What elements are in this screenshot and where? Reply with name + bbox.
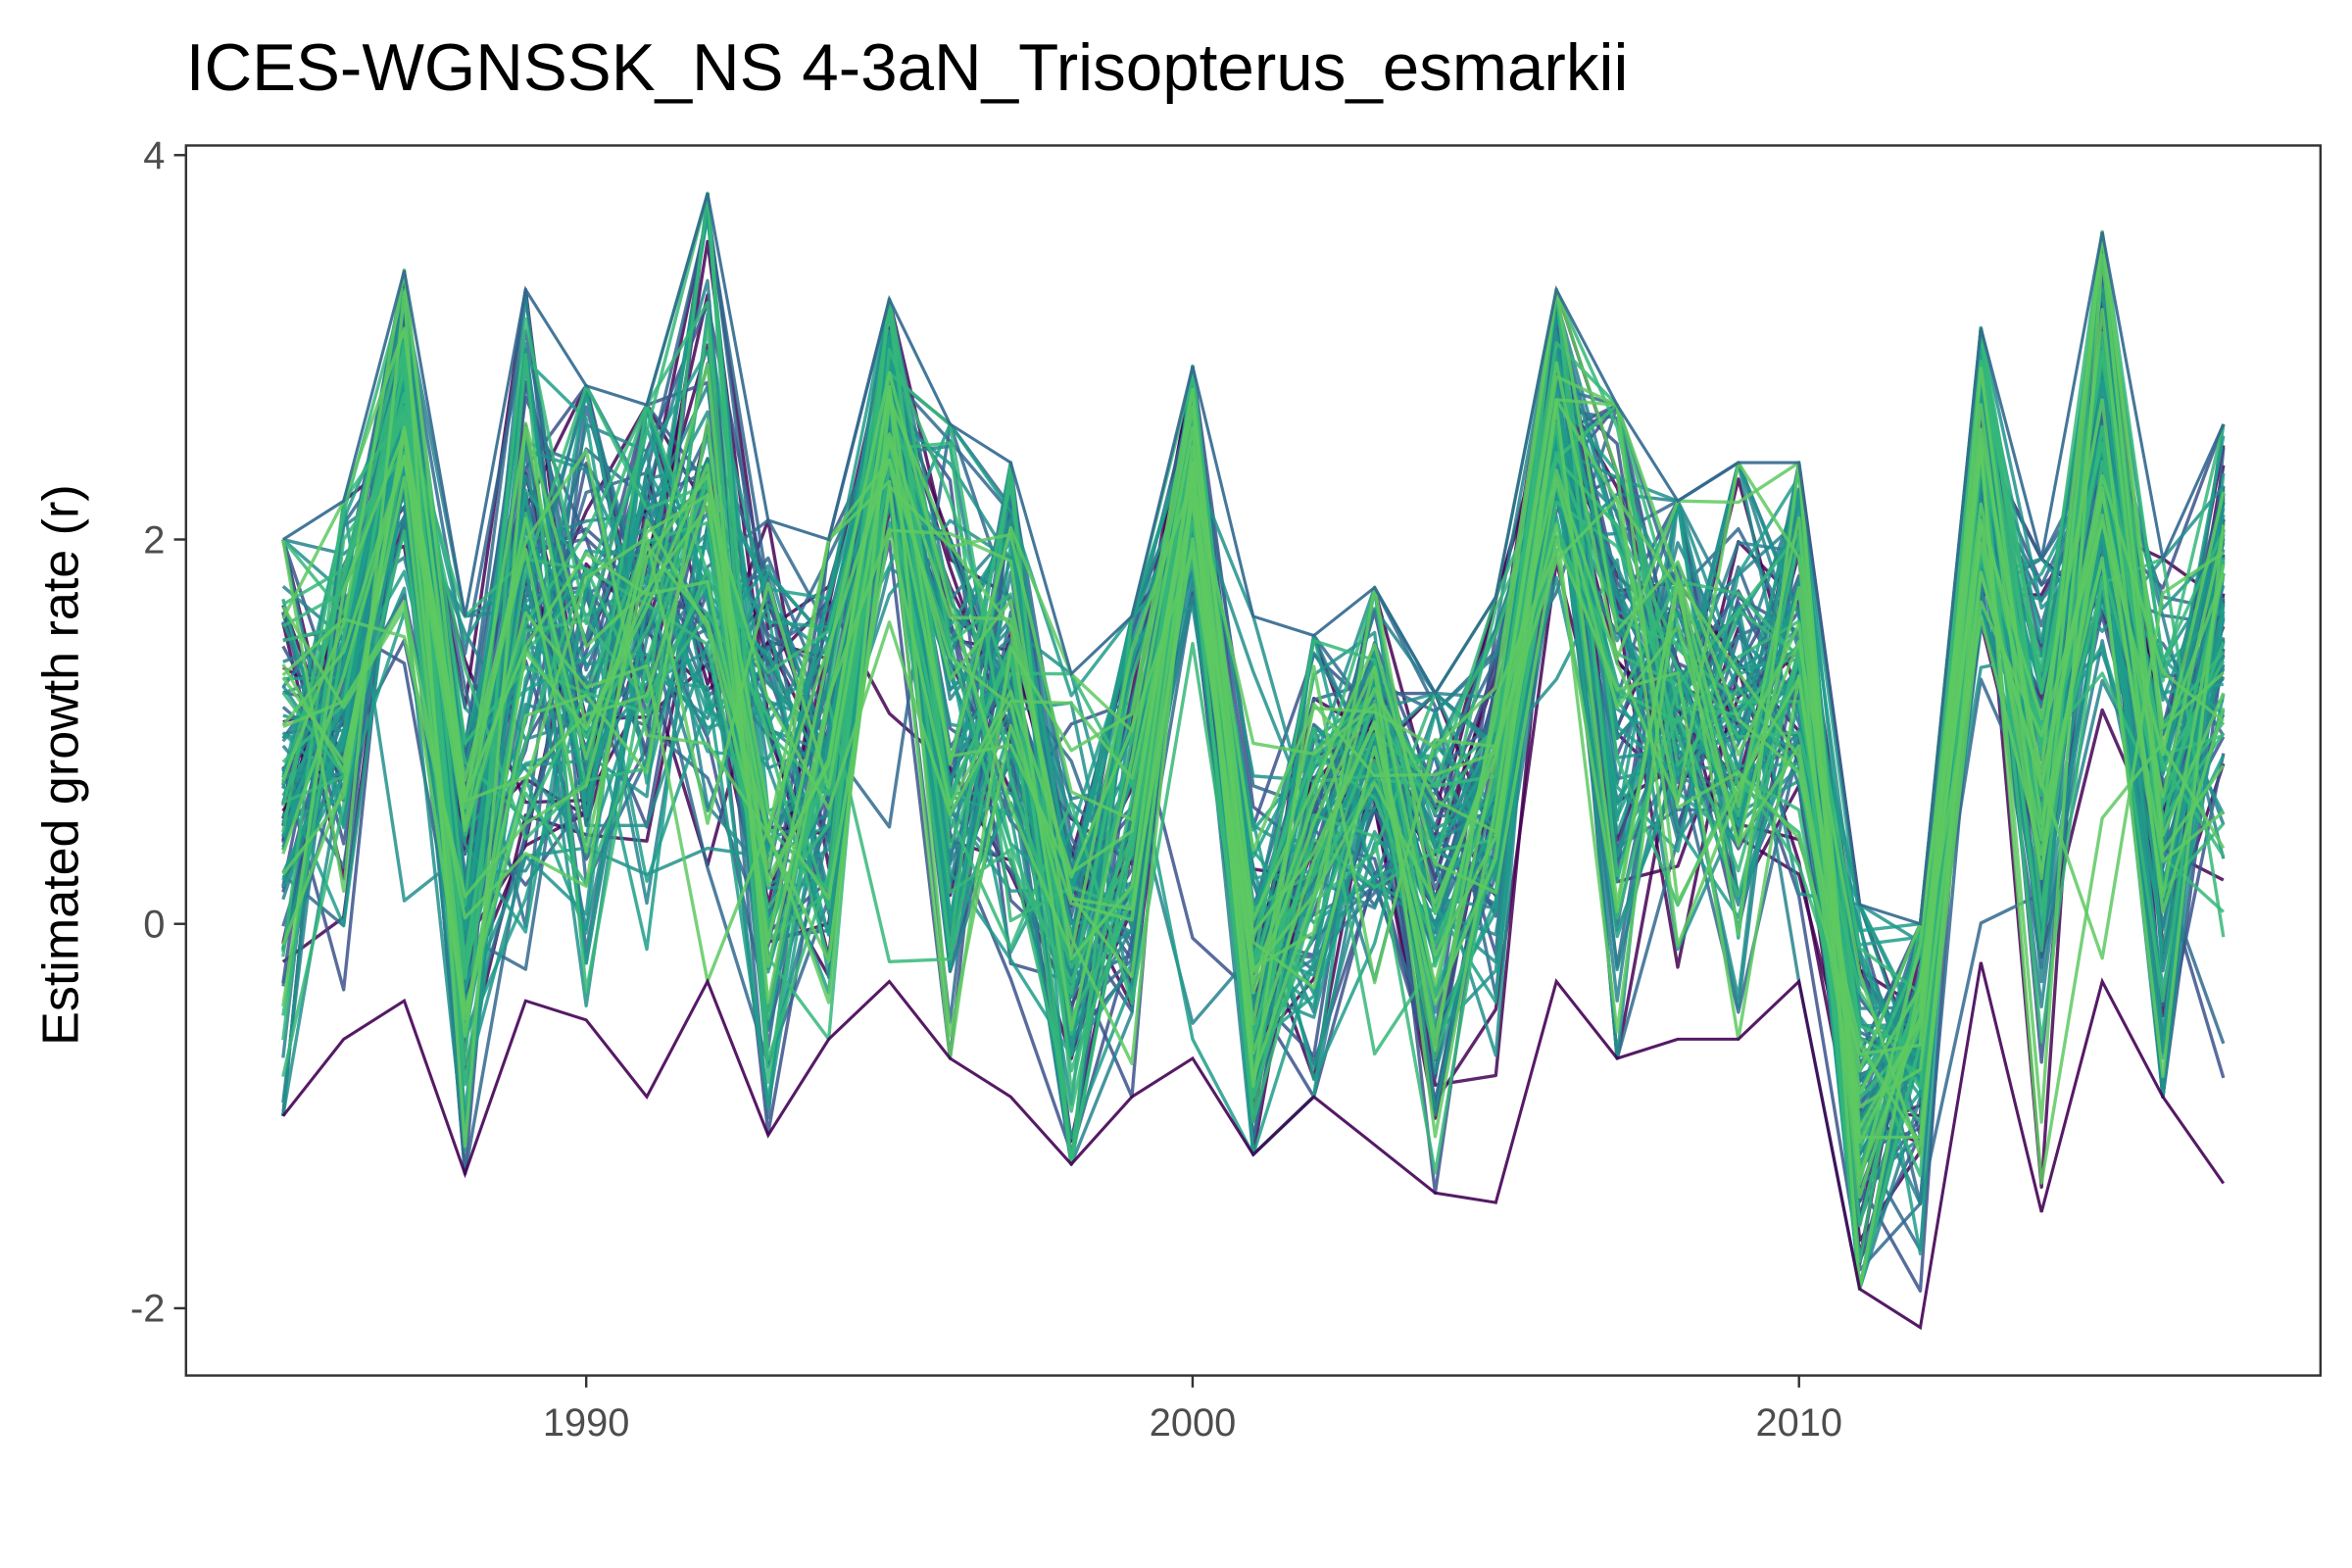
chart-title: ICES-WGNSSK_NS 4-3aN_Trisopterus_esmarki… bbox=[186, 31, 1629, 105]
plot-panel-border bbox=[184, 144, 2323, 1377]
series-line bbox=[281, 367, 2225, 1255]
series-line-max bbox=[282, 193, 2226, 926]
series-line bbox=[281, 297, 2226, 1263]
x-tick-label: 2010 bbox=[1755, 1401, 1842, 1445]
series-line bbox=[281, 398, 2225, 1291]
y-tick-label: -2 bbox=[130, 1288, 165, 1331]
y-axis-title: Estimated growth rate (r) bbox=[33, 484, 90, 1046]
series-line bbox=[281, 327, 2226, 1140]
x-axis: 1990 2000 2010 bbox=[543, 1375, 1842, 1445]
series-line bbox=[281, 287, 2226, 1158]
series-line bbox=[281, 269, 2226, 1148]
x-tick-label: 2000 bbox=[1150, 1401, 1237, 1445]
series-line-min bbox=[281, 961, 2226, 1331]
y-tick-label: 4 bbox=[143, 134, 165, 177]
y-tick-label: 2 bbox=[143, 518, 165, 562]
series-lines bbox=[281, 191, 2226, 1331]
y-axis: -2 0 2 4 bbox=[130, 134, 186, 1331]
series-line bbox=[281, 191, 2226, 1175]
y-tick-label: 0 bbox=[143, 903, 165, 946]
series-line bbox=[281, 308, 2226, 1145]
x-tick-label: 1990 bbox=[543, 1401, 630, 1445]
series-line bbox=[281, 361, 2226, 1176]
